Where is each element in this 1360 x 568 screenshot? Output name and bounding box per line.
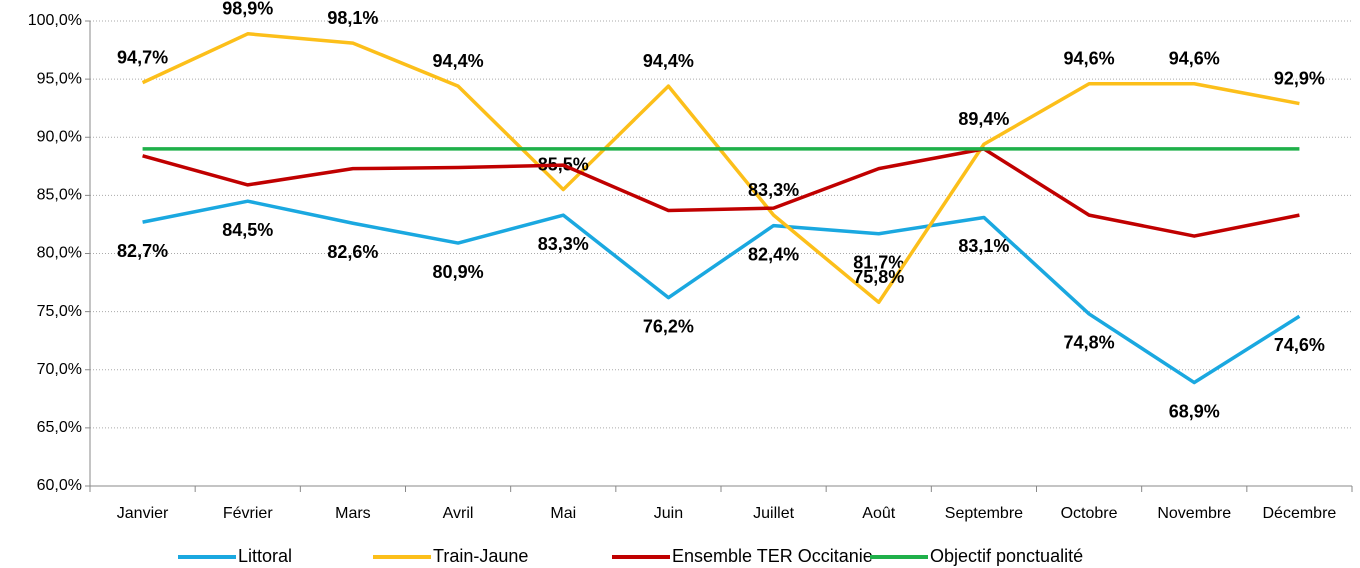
y-tick-label: 80,0% — [37, 245, 82, 262]
x-tick-label: Juillet — [753, 505, 794, 522]
value-label: 98,1% — [327, 8, 378, 28]
value-label: 75,8% — [853, 267, 904, 287]
y-tick-label: 95,0% — [37, 70, 82, 87]
y-tick-label: 65,0% — [37, 419, 82, 436]
value-label: 98,9% — [222, 0, 273, 19]
value-label: 82,6% — [327, 242, 378, 262]
y-tick-label: 75,0% — [37, 303, 82, 320]
y-tick-label: 70,0% — [37, 361, 82, 378]
value-label: 94,6% — [1169, 49, 1220, 69]
y-tick-label: 100,0% — [28, 12, 82, 29]
value-label: 80,9% — [433, 262, 484, 282]
x-tick-label: Décembre — [1263, 505, 1337, 522]
value-label: 94,6% — [1064, 49, 1115, 69]
value-label: 94,7% — [117, 47, 168, 67]
legend-label: Train-Jaune — [433, 546, 528, 566]
value-label: 68,9% — [1169, 401, 1220, 421]
value-label: 84,5% — [222, 220, 273, 240]
value-label: 83,1% — [958, 236, 1009, 256]
value-label: 94,4% — [433, 51, 484, 71]
x-tick-label: Mars — [335, 505, 371, 522]
y-tick-label: 60,0% — [37, 477, 82, 494]
value-label: 74,6% — [1274, 335, 1325, 355]
x-tick-label: Avril — [443, 505, 474, 522]
legend-label: Littoral — [238, 546, 292, 566]
value-label: 82,7% — [117, 241, 168, 261]
x-tick-label: Mai — [550, 505, 576, 522]
y-tick-label: 90,0% — [37, 128, 82, 145]
x-tick-label: Octobre — [1061, 505, 1118, 522]
value-label: 74,8% — [1064, 333, 1115, 353]
value-label: 83,3% — [748, 180, 799, 200]
x-tick-label: Août — [862, 505, 895, 522]
value-label: 81,7% — [853, 252, 904, 272]
y-tick-label: 85,0% — [37, 187, 82, 204]
value-label: 92,9% — [1274, 68, 1325, 88]
x-tick-label: Janvier — [117, 505, 169, 522]
value-label: 82,4% — [748, 244, 799, 264]
x-tick-label: Septembre — [945, 505, 1023, 522]
series-line — [142, 199, 1301, 385]
x-tick-label: Novembre — [1157, 505, 1231, 522]
legend-label: Ensemble TER Occitanie — [672, 546, 873, 566]
x-tick-label: Février — [223, 505, 273, 522]
x-tick-label: Juin — [654, 505, 683, 522]
value-label: 83,3% — [538, 234, 589, 254]
legend-label: Objectif ponctualité — [930, 546, 1083, 566]
value-label: 76,2% — [643, 316, 694, 336]
value-label: 94,4% — [643, 51, 694, 71]
value-label: 89,4% — [958, 109, 1009, 129]
series-line — [142, 147, 1300, 238]
